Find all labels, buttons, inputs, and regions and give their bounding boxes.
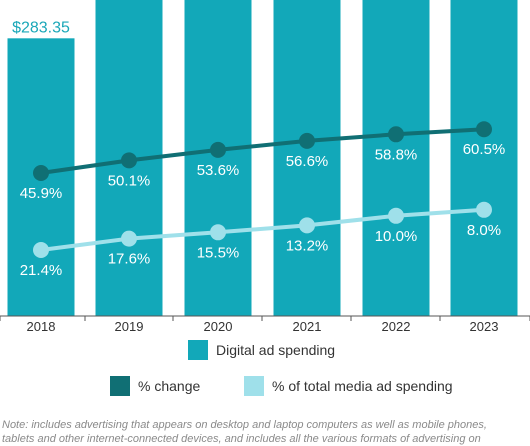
legend-label-digital: Digital ad spending <box>216 342 335 358</box>
change-label-2022: 58.8% <box>375 146 418 163</box>
x-tick-label-2023: 2023 <box>470 319 499 334</box>
change-label-2020: 53.6% <box>197 162 240 179</box>
share-label-2021: 13.2% <box>286 237 329 254</box>
share-label-2023: 8.0% <box>467 222 501 239</box>
note-line-2: tablets and other internet-connected dev… <box>2 433 481 445</box>
x-tick-label-2018: 2018 <box>27 319 56 334</box>
legend-swatch-digital <box>188 340 208 360</box>
x-tick-label-2022: 2022 <box>382 319 411 334</box>
bar-value-label-2018: $283.35 <box>12 19 70 36</box>
share-line <box>40 207 485 252</box>
change-label-2019: 50.1% <box>108 172 151 189</box>
share-label-2022: 10.0% <box>375 228 418 245</box>
legend-label-share: % of total media ad spending <box>272 378 453 394</box>
x-tick-label-2019: 2019 <box>115 319 144 334</box>
share-point-2022 <box>388 207 404 224</box>
share-label-2019: 17.6% <box>108 251 151 268</box>
share-label-2020: 15.5% <box>197 244 240 261</box>
legend: Digital ad spending % change % of total me… <box>110 340 453 396</box>
change-point-2022 <box>388 126 404 143</box>
share-point-2021 <box>299 217 315 234</box>
share-label-2018: 21.4% <box>20 262 63 279</box>
change-point-2023 <box>476 121 492 138</box>
bar-2023 <box>450 0 518 316</box>
change-point-2018 <box>33 165 49 181</box>
bar-2021 <box>273 0 341 316</box>
share-point-2018 <box>33 242 49 258</box>
change-label-2018: 45.9% <box>20 185 63 202</box>
share-point-2019 <box>121 230 137 247</box>
x-tick-label-2021: 2021 <box>293 319 322 334</box>
change-label-2023: 60.5% <box>463 141 506 158</box>
share-point-2020 <box>210 224 226 241</box>
legend-swatch-change <box>110 376 130 396</box>
bar-value-labels: $283.35$333.25$384.96$435.83$479.20$517.… <box>12 19 70 36</box>
share-point-2023 <box>476 201 492 218</box>
change-point-2021 <box>299 132 315 149</box>
note-line-1: Note: includes advertising that appears … <box>2 419 487 431</box>
x-tick-label-2020: 2020 <box>204 319 233 334</box>
x-axis-ticks: 2018 2019 2020 2021 2022 2023 <box>0 316 530 334</box>
legend-label-change: % change <box>138 378 200 394</box>
change-line <box>40 127 485 175</box>
bars <box>7 0 518 317</box>
bar-2020 <box>184 0 252 317</box>
legend-swatch-share <box>244 376 264 396</box>
change-point-2019 <box>121 152 137 169</box>
change-point-2020 <box>210 141 226 158</box>
percent-labels: 45.9% 50.1% 53.6% 56.6% 58.8% 60.5% 21.4% 17.6%… <box>20 141 506 279</box>
change-label-2021: 56.6% <box>286 153 329 170</box>
series-lines <box>33 121 492 258</box>
bar-2022 <box>362 0 430 316</box>
